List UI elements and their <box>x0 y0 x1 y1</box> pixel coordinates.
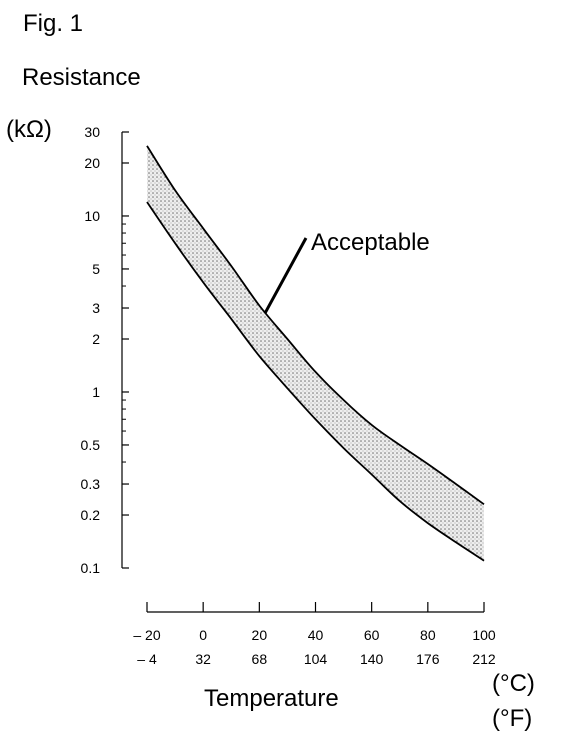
x-tick-label-fahrenheit: 104 <box>304 651 328 667</box>
x-tick-label-fahrenheit: 212 <box>472 651 496 667</box>
figure-label: Fig. 1 <box>23 10 84 37</box>
x-tick-label-celsius: 60 <box>364 627 380 643</box>
y-axis-unit: (kΩ) <box>6 116 52 143</box>
x-tick-label-celsius: 20 <box>252 627 268 643</box>
y-tick-label: 5 <box>92 261 100 277</box>
acceptable-leader-line <box>263 237 308 315</box>
y-axis-title: Resistance <box>22 64 141 91</box>
x-axis-unit-fahrenheit: (°F) <box>492 705 533 732</box>
y-tick-label: 0.5 <box>81 437 101 453</box>
x-tick-label-fahrenheit: 68 <box>252 651 268 667</box>
x-tick-label-fahrenheit: 140 <box>360 651 384 667</box>
x-tick-label-fahrenheit: 176 <box>416 651 440 667</box>
y-tick-label: 10 <box>84 208 100 224</box>
x-tick-label-celsius: 0 <box>199 627 207 643</box>
lower-limit-curve <box>146 201 485 562</box>
x-tick-label-fahrenheit: – 4 <box>137 651 157 667</box>
x-tick-label-celsius: 80 <box>420 627 436 643</box>
y-tick-label: 2 <box>92 331 100 347</box>
upper-limit-curve <box>146 145 485 506</box>
acceptable-band <box>147 145 484 561</box>
y-tick-label: 0.1 <box>81 560 101 576</box>
y-tick-label: 30 <box>84 124 100 140</box>
x-tick-label-celsius: – 20 <box>133 627 160 643</box>
x-axis-title: Temperature <box>204 685 339 712</box>
y-tick-label: 1 <box>92 384 100 400</box>
y-tick-label: 3 <box>92 300 100 316</box>
x-tick-label-fahrenheit: 32 <box>195 651 211 667</box>
y-tick-label: 0.2 <box>81 507 101 523</box>
y-tick-label: 20 <box>84 155 100 171</box>
x-tick-label-celsius: 40 <box>308 627 324 643</box>
y-tick-label: 0.3 <box>81 476 101 492</box>
x-tick-label-celsius: 100 <box>472 627 496 643</box>
x-axis-unit-celsius: (°C) <box>492 670 535 697</box>
acceptable-label: Acceptable <box>311 229 430 256</box>
